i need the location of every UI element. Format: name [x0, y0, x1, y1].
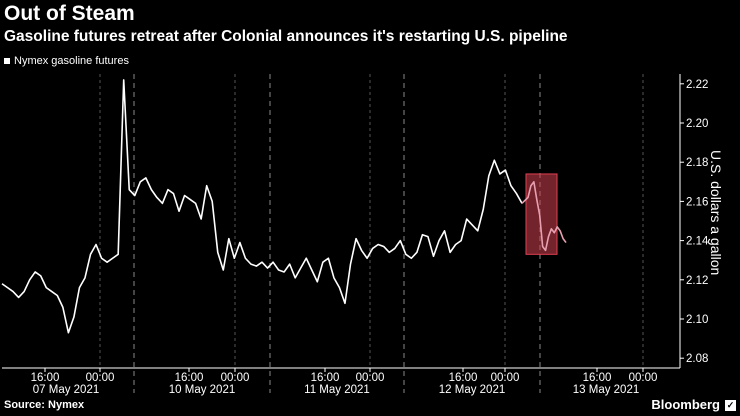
legend-label: Nymex gasoline futures [14, 55, 129, 67]
x-tick-label: 16:00 [31, 372, 60, 384]
x-tick-label: 00:00 [221, 372, 250, 384]
y-tick-label: 2.14 [686, 236, 709, 248]
bloomberg-icon: ✓ [725, 400, 736, 411]
x-date-label: 11 May 2021 [304, 384, 370, 396]
x-date-label: 13 May 2021 [573, 384, 640, 396]
legend: Nymex gasoline futures [4, 55, 129, 67]
x-tick-label: 00:00 [86, 372, 115, 384]
x-tick-label: 16:00 [583, 372, 612, 384]
x-tick-label: 16:00 [175, 372, 204, 384]
y-tick-label: 2.18 [686, 157, 708, 169]
legend-swatch [4, 58, 10, 64]
highlighted-series-line [521, 181, 567, 252]
x-tick-label: 00:00 [629, 372, 658, 384]
brand-name: Bloomberg [651, 397, 720, 412]
chart-subtitle: Gasoline futures retreat after Colonial … [4, 28, 568, 45]
y-tick-label: 2.20 [686, 118, 708, 130]
x-tick-label: 00:00 [491, 372, 520, 384]
x-date-label: 12 May 2021 [439, 384, 506, 396]
x-tick-label: 16:00 [311, 372, 340, 384]
y-tick-label: 2.16 [686, 196, 708, 208]
series-line [1, 79, 523, 334]
x-tick-label: 16:00 [449, 372, 478, 384]
x-date-label: 07 May 2021 [33, 384, 100, 396]
y-tick-label: 2.22 [686, 79, 708, 91]
y-axis-label: U.S. dollars a gallon [708, 150, 724, 276]
x-date-label: 10 May 2021 [169, 384, 236, 396]
x-tick-label: 00:00 [356, 372, 385, 384]
source-note: Source: Nymex [4, 399, 85, 411]
y-tick-label: 2.12 [686, 275, 708, 287]
y-tick-label: 2.08 [686, 353, 708, 365]
chart-title: Out of Steam [4, 2, 135, 25]
y-tick-label: 2.10 [686, 314, 708, 326]
